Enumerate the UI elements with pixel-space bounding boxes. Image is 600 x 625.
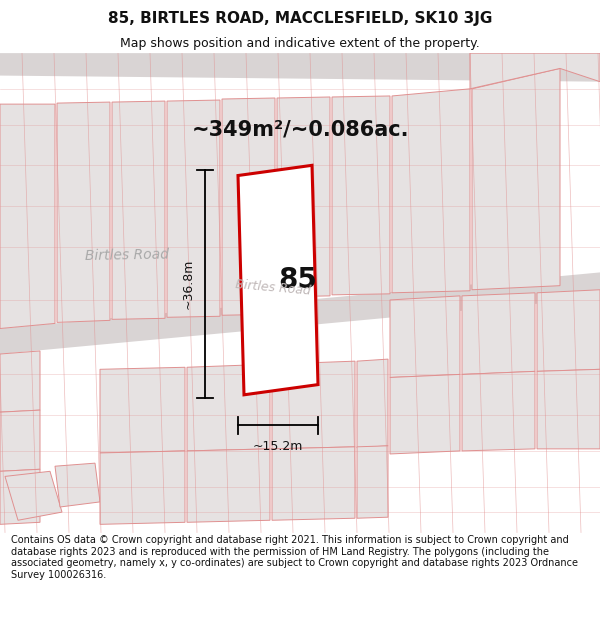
Polygon shape	[0, 469, 40, 524]
Polygon shape	[462, 292, 535, 374]
Polygon shape	[390, 374, 460, 454]
Polygon shape	[272, 447, 355, 520]
Polygon shape	[0, 272, 600, 354]
Polygon shape	[472, 68, 560, 290]
Polygon shape	[0, 104, 55, 329]
Polygon shape	[112, 101, 165, 319]
Text: Birtles Road: Birtles Road	[85, 248, 169, 262]
Polygon shape	[100, 451, 185, 524]
Polygon shape	[470, 53, 600, 89]
Polygon shape	[537, 290, 600, 371]
Polygon shape	[332, 96, 390, 295]
Polygon shape	[0, 53, 600, 82]
Polygon shape	[222, 98, 275, 315]
Polygon shape	[537, 369, 600, 449]
Polygon shape	[167, 100, 220, 318]
Polygon shape	[187, 449, 270, 522]
Polygon shape	[357, 446, 388, 518]
Polygon shape	[5, 471, 62, 520]
Polygon shape	[272, 361, 355, 449]
Text: 85: 85	[278, 266, 317, 294]
Polygon shape	[100, 368, 185, 453]
Polygon shape	[238, 166, 318, 395]
Polygon shape	[277, 97, 330, 297]
Text: ~349m²/~0.086ac.: ~349m²/~0.086ac.	[191, 119, 409, 139]
Polygon shape	[357, 359, 388, 448]
Polygon shape	[0, 410, 40, 471]
Text: 85, BIRTLES ROAD, MACCLESFIELD, SK10 3JG: 85, BIRTLES ROAD, MACCLESFIELD, SK10 3JG	[108, 11, 492, 26]
Polygon shape	[390, 296, 460, 378]
Text: ~36.8m: ~36.8m	[182, 259, 195, 309]
Polygon shape	[187, 364, 270, 451]
Polygon shape	[392, 89, 470, 292]
Polygon shape	[57, 102, 110, 322]
Text: Map shows position and indicative extent of the property.: Map shows position and indicative extent…	[120, 38, 480, 50]
Polygon shape	[55, 463, 100, 507]
Polygon shape	[462, 371, 535, 451]
Text: Birtles Road: Birtles Road	[235, 278, 311, 298]
Text: ~15.2m: ~15.2m	[253, 439, 303, 452]
Polygon shape	[0, 351, 40, 412]
Text: Contains OS data © Crown copyright and database right 2021. This information is : Contains OS data © Crown copyright and d…	[11, 535, 578, 580]
